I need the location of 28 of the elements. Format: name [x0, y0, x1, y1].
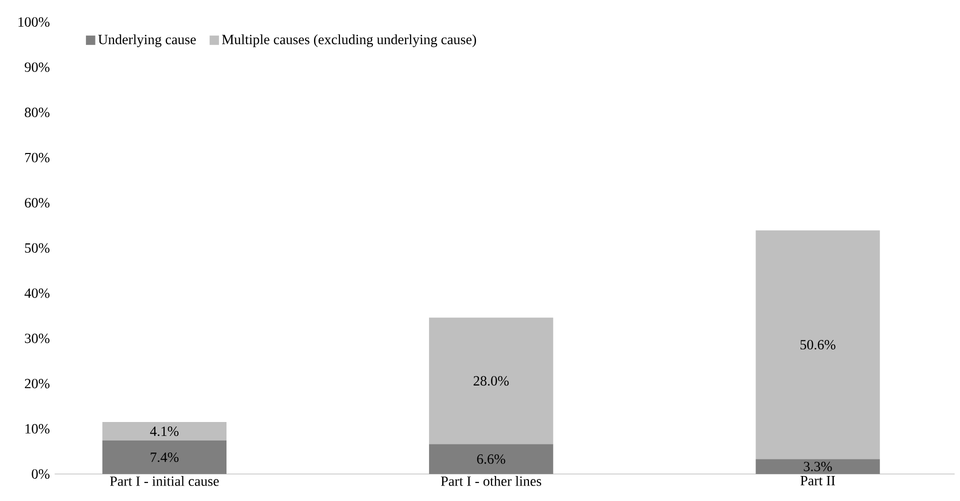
y-tick-label: 70% [25, 152, 50, 162]
y-tick-label: 40% [24, 288, 50, 298]
data-label: 4.1% [150, 426, 179, 436]
bar [429, 444, 554, 474]
bar [102, 422, 227, 441]
bar [429, 318, 554, 444]
y-tick-label: 30% [24, 334, 50, 344]
x-tick-label: Part I - initial cause [110, 476, 219, 486]
y-tick-label: 60% [24, 198, 50, 208]
bar [102, 440, 227, 474]
y-tick-label: 50% [25, 243, 50, 253]
data-label: 6.6% [477, 454, 506, 464]
x-tick-label: Part II [800, 476, 835, 486]
legend-label: Multiple causes (excluding underlying cause) [222, 34, 476, 48]
y-tick-label: 0% [32, 469, 50, 479]
y-tick-label: 80% [24, 108, 50, 118]
legend-label: Underlying cause [98, 34, 196, 48]
y-tick-label: 20% [24, 378, 50, 388]
bar [756, 230, 880, 460]
data-label: 50.6% [800, 340, 836, 350]
x-tick-label: Part I - other lines [440, 476, 542, 486]
data-label: 28.0% [474, 376, 509, 386]
y-tick-label: 10% [26, 424, 50, 434]
y-tick-label: 100% [18, 17, 50, 27]
bar [756, 459, 880, 474]
y-tick-label: 90% [24, 62, 50, 72]
data-label: 3.3% [804, 462, 832, 472]
data-label: 7.4% [150, 452, 179, 462]
